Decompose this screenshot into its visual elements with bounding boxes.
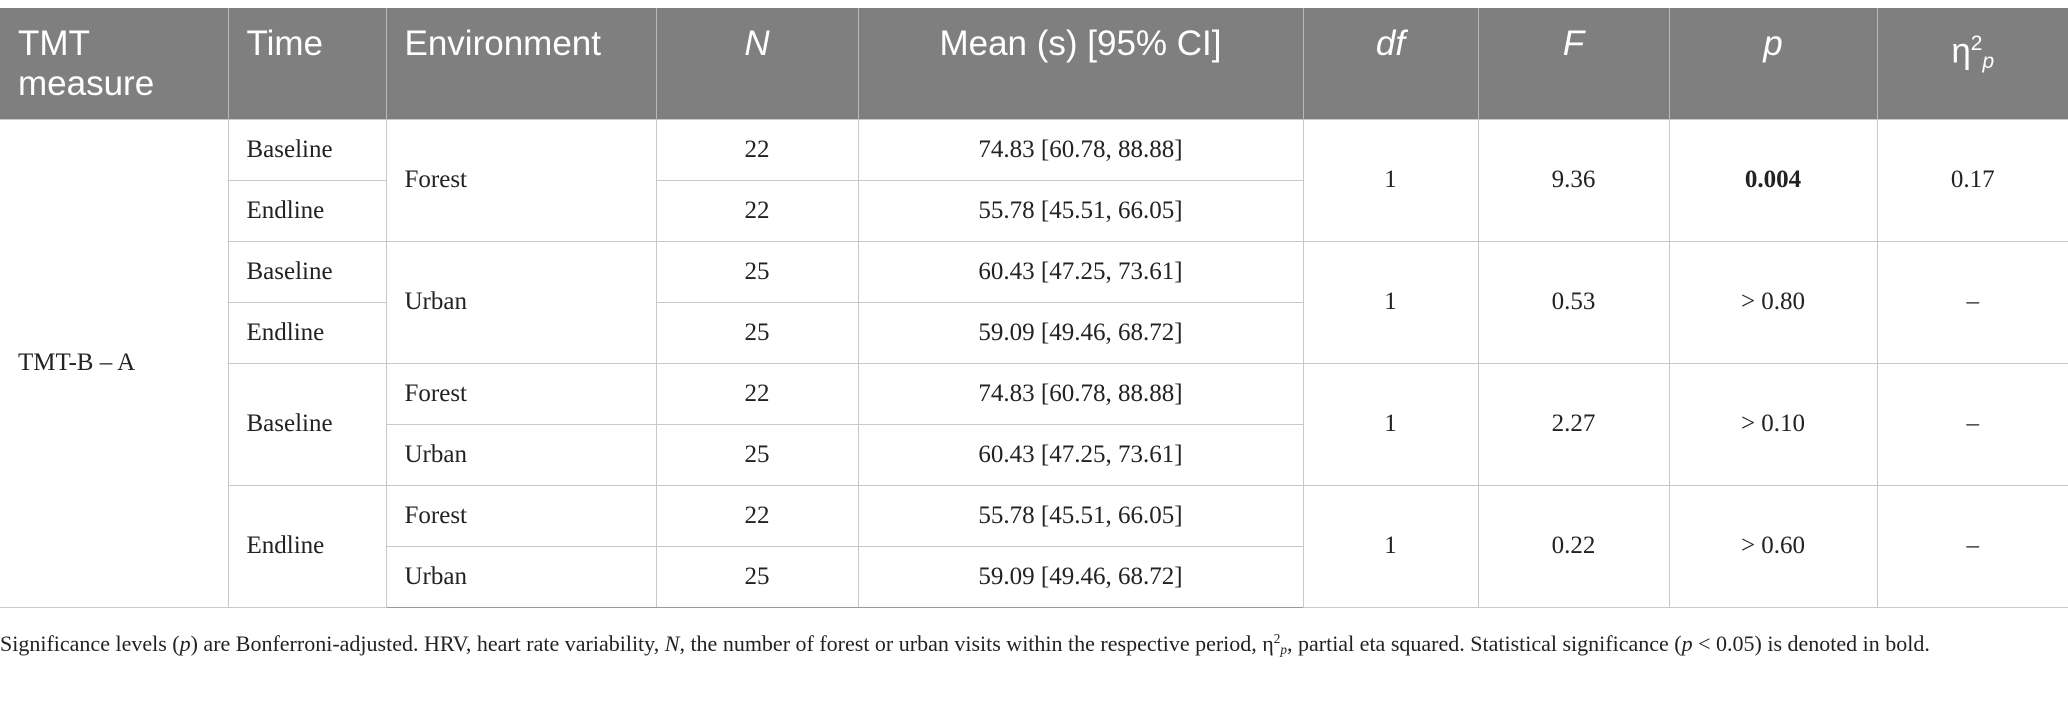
table-row: Baseline Urban 25 60.43 [47.25, 73.61] 1… [0,240,2068,364]
eta-cell: – [1876,362,2068,486]
header-eta: η2p [1877,8,2068,119]
n-cell: 25 [655,545,859,608]
footnote-text: , the number of forest or urban visits w… [679,630,1274,656]
df-cell: 1 [1302,118,1479,242]
mean-cell: 59.09 [49.46, 68.72] [857,545,1304,608]
header-n: N [656,8,859,119]
mean-cell: 55.78 [45.51, 66.05] [857,484,1304,547]
p-cell: > 0.10 [1668,362,1878,486]
measure-cell: TMT-B – A [0,118,229,608]
eta-sub: p [1982,49,1995,73]
header-p: p [1669,8,1878,119]
table-footnote: Significance levels (p) are Bonferroni-a… [0,622,2060,666]
environment-cell: Urban [385,240,657,364]
time-cell: Baseline [227,118,387,181]
time-cell: Baseline [227,362,387,486]
header-environment: Environment [386,8,657,119]
p-cell: > 0.80 [1668,240,1878,364]
f-cell: 0.53 [1477,240,1670,364]
time-cell: Endline [227,179,387,242]
time-cell: Endline [227,484,387,608]
eta-sup: 2 [1970,32,1983,55]
f-cell: 9.36 [1477,118,1670,242]
time-cell: Endline [227,301,387,364]
footnote-text: < 0.05) is denoted in bold. [1692,630,1930,656]
n-cell: 25 [655,423,859,486]
f-cell: 0.22 [1477,484,1670,608]
table-row: Endline 22 55.78 [45.51, 66.05] [0,179,2068,242]
environment-cell: Forest [385,362,657,425]
time-cell: Baseline [227,240,387,303]
footnote-eta-sup: 2 [1273,631,1281,646]
footnote-eta-sub: p [1280,642,1287,658]
n-cell: 22 [655,179,859,242]
header-time: Time [228,8,387,119]
table-row: TMT-B – A Baseline Forest 22 74.83 [60.7… [0,118,2068,608]
table-row: Endline Forest 22 55.78 [45.51, 66.05] 1… [0,484,2068,608]
results-table: TMT measure Time Environment N Mean (s) … [0,8,2068,608]
n-cell: 22 [655,362,859,425]
n-cell: 22 [655,484,859,547]
header-f: F [1478,8,1670,119]
environment-cell: Urban [385,545,657,608]
n-cell: 25 [655,240,859,303]
eta-cell: – [1876,240,2068,364]
header-row: TMT measure Time Environment N Mean (s) … [0,8,2068,119]
table-row: Baseline Forest 22 74.83 [60.78, 88.88] … [0,362,2068,486]
table-row: Urban 25 59.09 [49.46, 68.72] [0,545,2068,608]
n-cell: 22 [655,118,859,181]
p-cell-significant: 0.004 [1668,118,1878,242]
header-mean: Mean (s) [95% CI] [858,8,1304,119]
df-cell: 1 [1302,240,1479,364]
environment-cell: Forest [385,484,657,547]
environment-cell: Urban [385,423,657,486]
header-tmt-measure: TMT measure [0,8,229,119]
footnote-n-symbol: N [664,630,680,656]
footnote-text: Significance levels ( [0,630,180,656]
mean-cell: 60.43 [47.25, 73.61] [857,240,1304,303]
header-df: df [1303,8,1479,119]
footnote-p-symbol: p [1681,630,1693,656]
mean-cell: 60.43 [47.25, 73.61] [857,423,1304,486]
f-cell: 2.27 [1477,362,1670,486]
environment-cell: Forest [385,118,657,242]
n-cell: 25 [655,301,859,364]
footnote-text: ) are Bonferroni-adjusted. HRV, heart ra… [190,630,665,656]
eta-symbol: η [1951,31,1971,71]
footnote-p-symbol: p [179,630,191,656]
eta-cell: 0.17 [1876,118,2068,242]
df-cell: 1 [1302,362,1479,486]
mean-cell: 59.09 [49.46, 68.72] [857,301,1304,364]
mean-cell: 74.83 [60.78, 88.88] [857,362,1304,425]
p-cell: > 0.60 [1668,484,1878,608]
footnote-text: , partial eta squared. Statistical signi… [1286,630,1682,656]
mean-cell: 74.83 [60.78, 88.88] [857,118,1304,181]
eta-cell: – [1876,484,2068,608]
df-cell: 1 [1302,484,1479,608]
mean-cell: 55.78 [45.51, 66.05] [857,179,1304,242]
